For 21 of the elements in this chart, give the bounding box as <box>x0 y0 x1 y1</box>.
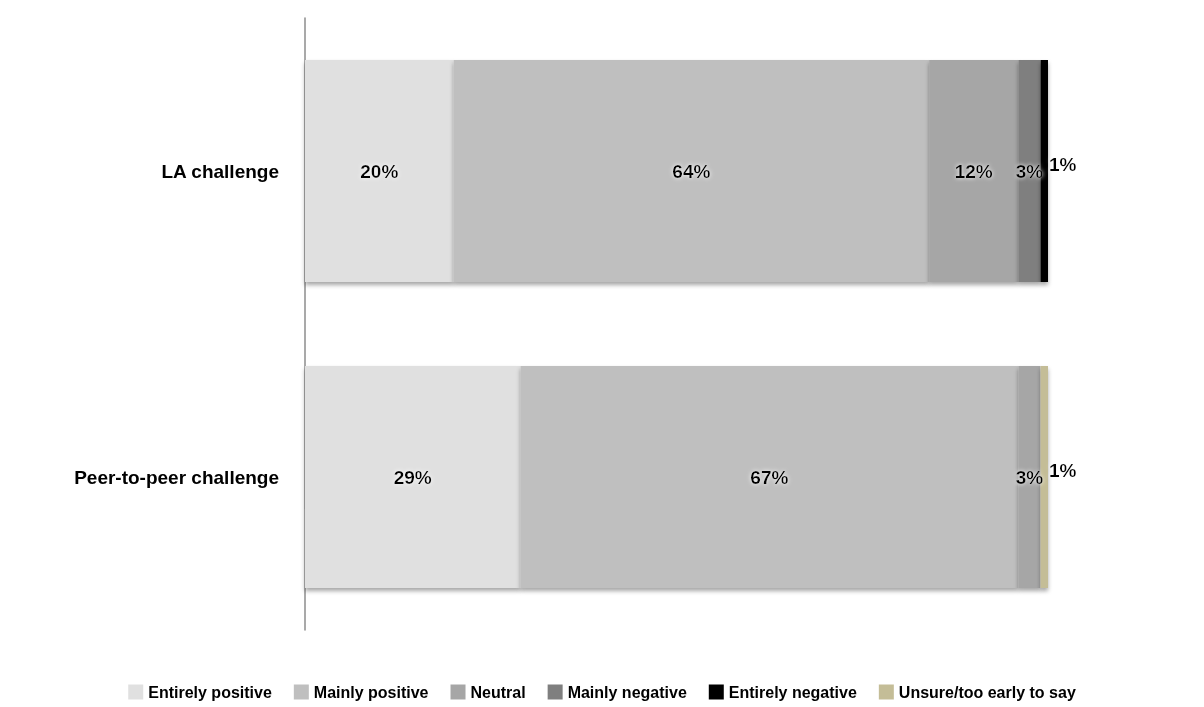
legend-label: Mainly positive <box>313 683 429 701</box>
data-label: 64% <box>672 160 711 182</box>
legend-label: Mainly negative <box>567 683 687 701</box>
bar <box>1018 366 1041 588</box>
bar <box>1018 60 1041 282</box>
legend-label: Unsure/too early to say <box>898 683 1076 701</box>
data-label: 3% <box>1015 466 1044 488</box>
data-label: 1% <box>1049 459 1077 481</box>
data-label: 20% <box>360 160 399 182</box>
data-label: 12% <box>954 160 993 182</box>
legend-label: Neutral <box>470 683 526 701</box>
data-label: 67% <box>750 466 789 488</box>
bar <box>453 60 930 282</box>
data-label: 1% <box>1049 153 1077 175</box>
y-tick-label: Peer-to-peer challenge <box>74 466 279 488</box>
bar <box>305 60 454 282</box>
data-label: 29% <box>393 466 432 488</box>
legend-label: Entirely positive <box>148 683 272 701</box>
legend-label: Entirely negative <box>728 683 857 701</box>
bar <box>305 366 521 588</box>
y-tick-label: LA challenge <box>161 160 279 182</box>
